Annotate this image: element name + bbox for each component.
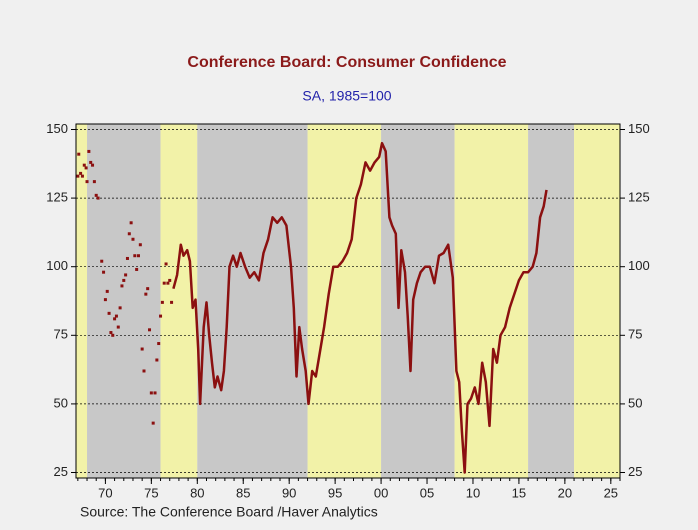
y-tick-label: 100 bbox=[46, 258, 68, 273]
data-point bbox=[100, 259, 104, 263]
data-point bbox=[87, 149, 91, 153]
x-tick-label: 85 bbox=[236, 485, 250, 500]
x-tick-label: 00 bbox=[374, 485, 388, 500]
data-point bbox=[155, 358, 159, 362]
data-point bbox=[82, 163, 86, 167]
data-point bbox=[113, 317, 117, 321]
y-tick-label: 75 bbox=[54, 327, 68, 342]
data-point bbox=[124, 273, 128, 277]
data-point bbox=[116, 325, 120, 329]
y2-tick-label: 50 bbox=[628, 395, 642, 410]
y-tick-label: 25 bbox=[54, 464, 68, 479]
data-point bbox=[89, 160, 93, 164]
data-point bbox=[127, 232, 131, 236]
data-point bbox=[153, 391, 157, 395]
data-point bbox=[122, 278, 126, 282]
data-line bbox=[172, 141, 548, 474]
y2-tick-label: 150 bbox=[628, 121, 650, 136]
data-point bbox=[105, 289, 109, 293]
data-point bbox=[166, 281, 170, 285]
data-point bbox=[142, 369, 146, 373]
x-tick-label: 90 bbox=[282, 485, 296, 500]
shading-band bbox=[76, 124, 88, 478]
data-point bbox=[151, 421, 155, 425]
x-tick-label: 75 bbox=[144, 485, 158, 500]
data-point bbox=[109, 331, 113, 335]
data-point bbox=[91, 163, 95, 167]
data-point bbox=[96, 196, 100, 200]
data-point bbox=[80, 174, 84, 178]
data-point bbox=[135, 267, 139, 271]
x-tick-label: 80 bbox=[190, 485, 204, 500]
chart-title: Conference Board: Consumer Confidence bbox=[187, 54, 506, 71]
shading-band bbox=[528, 124, 575, 478]
data-point bbox=[168, 278, 172, 282]
x-tick-label: 15 bbox=[512, 485, 526, 500]
data-point bbox=[76, 174, 80, 178]
data-point bbox=[138, 243, 142, 247]
data-point bbox=[92, 180, 96, 184]
y2-tick-label: 125 bbox=[628, 190, 650, 205]
data-point bbox=[102, 270, 106, 274]
x-tick-label: 20 bbox=[558, 485, 572, 500]
data-point bbox=[131, 237, 135, 241]
data-point bbox=[120, 284, 124, 288]
chart-subtitle: SA, 1985=100 bbox=[302, 88, 391, 104]
shading-band bbox=[574, 124, 620, 478]
x-tick-label: 25 bbox=[604, 485, 618, 500]
data-point bbox=[140, 347, 144, 351]
data-point bbox=[170, 300, 174, 304]
x-tick-label: 10 bbox=[466, 485, 480, 500]
data-point bbox=[136, 254, 140, 258]
data-point bbox=[114, 314, 118, 318]
x-tick-label: 70 bbox=[98, 485, 112, 500]
source-note: Source: The Conference Board /Haver Anal… bbox=[80, 504, 378, 520]
data-point bbox=[79, 171, 83, 175]
plot-area: 25 25 50 50 75 75 100 100 125 125 150 150 70 75 80 85 90… bbox=[46, 121, 649, 501]
data-point bbox=[133, 254, 137, 258]
y-tick-label: 150 bbox=[46, 121, 68, 136]
x-tick-label: 05 bbox=[420, 485, 434, 500]
y2-tick-label: 25 bbox=[628, 464, 642, 479]
data-point bbox=[84, 166, 88, 170]
data-point bbox=[144, 292, 148, 296]
data-point bbox=[77, 152, 81, 156]
plot-frame bbox=[75, 123, 621, 479]
y-tick-label: 125 bbox=[46, 190, 68, 205]
y2-tick-label: 75 bbox=[628, 327, 642, 342]
data-point bbox=[129, 221, 133, 225]
shading-band bbox=[307, 124, 382, 478]
data-point bbox=[94, 193, 98, 197]
shading-band bbox=[197, 124, 308, 478]
data-point bbox=[164, 262, 168, 266]
data-point bbox=[111, 333, 115, 337]
x-tick-label: 95 bbox=[328, 485, 342, 500]
data-point bbox=[160, 300, 164, 304]
data-point bbox=[103, 298, 107, 302]
data-point bbox=[146, 287, 150, 291]
data-point bbox=[125, 256, 129, 260]
data-point bbox=[148, 328, 152, 332]
data-point bbox=[159, 314, 163, 318]
data-point bbox=[118, 306, 122, 310]
y2-tick-label: 100 bbox=[628, 258, 650, 273]
data-point bbox=[85, 180, 89, 184]
data-point bbox=[157, 342, 161, 346]
y-tick-label: 50 bbox=[54, 395, 68, 410]
data-point bbox=[107, 311, 111, 315]
shading-band bbox=[87, 124, 161, 478]
data-point bbox=[149, 391, 153, 395]
shading-band bbox=[381, 124, 455, 478]
data-point bbox=[162, 281, 166, 285]
